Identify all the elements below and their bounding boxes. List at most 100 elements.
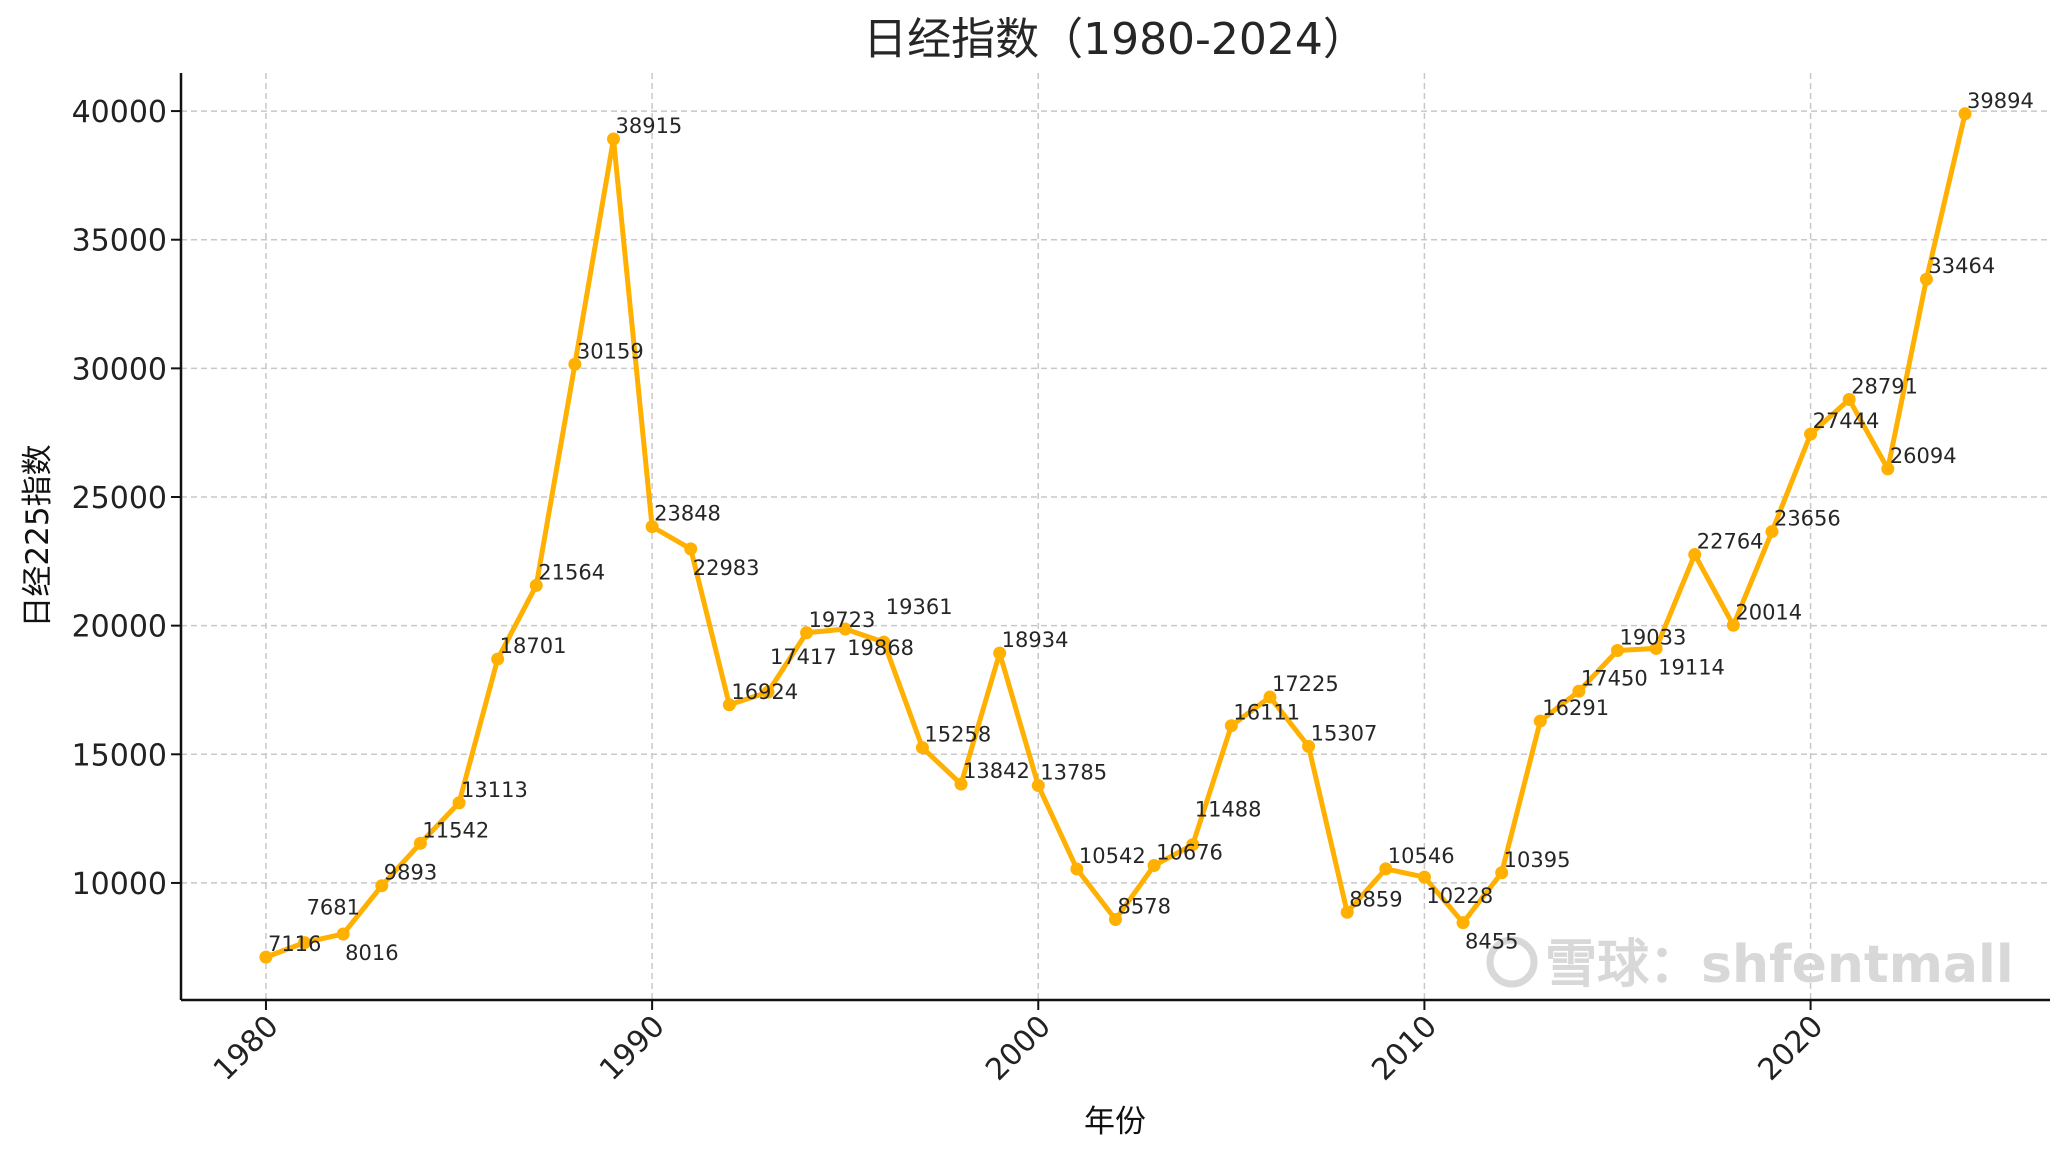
x-axis-label: 年份 <box>1084 1104 1146 1140</box>
data-point <box>413 836 427 850</box>
data-point <box>1958 107 1972 121</box>
x-tick-label: 1980 <box>207 1009 286 1088</box>
y-tick-label: 15000 <box>72 738 167 773</box>
data-label: 19033 <box>1620 626 1687 650</box>
x-tick-label: 1990 <box>593 1009 672 1088</box>
data-label: 27444 <box>1813 409 1880 433</box>
x-axis-ticks: 1980 1990 2000 2010 2020 <box>207 1000 1830 1088</box>
data-point <box>993 646 1007 660</box>
data-label: 13113 <box>461 778 528 802</box>
data-point <box>1804 427 1818 441</box>
data-label: 8016 <box>345 941 398 965</box>
watermark-text: 雪球：shfentmall <box>1545 935 2014 995</box>
data-label: 10542 <box>1079 844 1146 868</box>
data-point <box>645 520 659 534</box>
data-labels: 7116 7681 8016 9893 11542 13113 18701 21564 3015… <box>268 89 2034 965</box>
data-point <box>722 698 736 712</box>
data-points <box>259 107 1972 964</box>
data-label: 8859 <box>1349 887 1402 911</box>
data-point <box>1688 548 1702 562</box>
data-label: 13785 <box>1040 761 1107 785</box>
data-point <box>800 626 814 640</box>
data-label: 16924 <box>731 680 798 704</box>
data-label: 7116 <box>268 932 321 956</box>
data-label: 18701 <box>500 634 567 658</box>
data-label: 30159 <box>577 339 644 363</box>
data-point <box>452 796 466 810</box>
data-point <box>1224 719 1238 733</box>
data-point <box>838 622 852 636</box>
data-label: 11542 <box>422 818 489 842</box>
data-label: 7681 <box>307 896 360 920</box>
data-label: 17450 <box>1581 666 1648 690</box>
x-tick-label: 2010 <box>1365 1009 1444 1088</box>
data-label: 19723 <box>809 608 876 632</box>
data-label: 33464 <box>1928 254 1995 278</box>
data-label: 16291 <box>1542 696 1609 720</box>
data-point <box>1263 690 1277 704</box>
data-point <box>336 927 350 941</box>
data-point <box>954 777 968 791</box>
data-point <box>684 542 698 556</box>
data-point <box>298 936 312 950</box>
data-point <box>1649 641 1663 655</box>
data-label: 9893 <box>384 861 437 885</box>
y-axis-label: 日经225指数 <box>20 444 56 627</box>
data-label: 17225 <box>1272 672 1339 696</box>
data-point <box>1417 870 1431 884</box>
y-tick-label: 25000 <box>72 481 167 516</box>
data-point <box>1919 272 1933 286</box>
data-label: 19114 <box>1658 655 1725 679</box>
data-label: 23848 <box>654 502 721 526</box>
data-label: 10395 <box>1504 848 1571 872</box>
data-point <box>761 685 775 699</box>
data-label: 13842 <box>963 759 1030 783</box>
y-axis-ticks: 10000 15000 20000 25000 30000 35000 40000 <box>72 95 181 902</box>
chart-title: 日经指数（1980-2024） <box>863 14 1367 65</box>
data-label: 22764 <box>1697 530 1764 554</box>
data-point <box>1765 525 1779 539</box>
data-label: 17417 <box>770 645 837 669</box>
data-label: 8578 <box>1118 895 1171 919</box>
data-label: 26094 <box>1890 444 1957 468</box>
data-point <box>1456 916 1470 930</box>
y-tick-label: 35000 <box>72 224 167 259</box>
data-point <box>1611 644 1625 658</box>
data-point <box>1495 866 1509 880</box>
data-label: 21564 <box>538 560 605 584</box>
data-point <box>259 950 273 964</box>
data-point <box>1881 462 1895 476</box>
data-label: 11488 <box>1195 798 1262 822</box>
data-label: 20014 <box>1735 600 1802 624</box>
data-label: 38915 <box>615 114 682 138</box>
y-tick-label: 20000 <box>72 610 167 645</box>
data-label: 28791 <box>1851 374 1918 398</box>
data-point <box>606 132 620 146</box>
data-point <box>1147 859 1161 873</box>
data-point <box>1031 779 1045 793</box>
data-label: 10546 <box>1388 844 1455 868</box>
data-point <box>915 741 929 755</box>
data-point <box>1070 862 1084 876</box>
snowball-logo-icon <box>1486 936 1538 988</box>
data-label: 39894 <box>1967 89 2034 113</box>
data-label: 10676 <box>1156 841 1223 865</box>
data-label: 18934 <box>1002 628 1069 652</box>
data-label: 22983 <box>693 556 760 580</box>
data-point <box>1572 684 1586 698</box>
y-tick-label: 30000 <box>72 352 167 387</box>
data-label: 15258 <box>924 723 991 747</box>
data-label: 19361 <box>886 595 953 619</box>
data-point <box>1842 392 1856 406</box>
data-label: 23656 <box>1774 507 1841 531</box>
data-point <box>1533 714 1547 728</box>
data-label: 19868 <box>847 636 914 660</box>
grid <box>181 73 2050 1000</box>
y-tick-label: 10000 <box>72 867 167 902</box>
data-point <box>375 879 389 893</box>
x-tick-label: 2000 <box>979 1009 1058 1088</box>
data-point <box>1186 838 1200 852</box>
watermark: 雪球：shfentmall <box>1486 935 2014 995</box>
data-point <box>1109 913 1122 927</box>
